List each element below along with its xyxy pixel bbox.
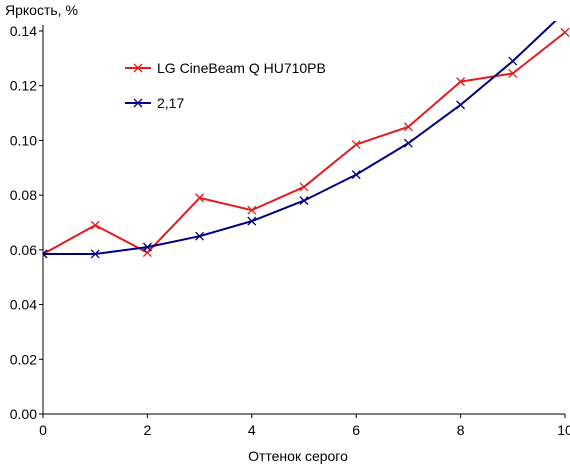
- y-tick-label: 0.06: [10, 242, 37, 258]
- y-tick-label: 0.04: [10, 297, 37, 313]
- data-point-series-2: [247, 216, 257, 226]
- data-point-series-1: [456, 77, 466, 87]
- y-tick-label: 0.08: [10, 187, 37, 203]
- x-tick-label: 2: [144, 422, 152, 438]
- data-point-series-2: [90, 249, 100, 259]
- legend-label-series-2: 2,17: [157, 95, 184, 111]
- data-point-series-2: [43, 249, 48, 259]
- data-point-series-1: [403, 122, 413, 132]
- x-tick-label: 8: [457, 422, 465, 438]
- x-ticks: 0 2 4 6 8 10: [39, 414, 570, 438]
- y-tick-label: 0.02: [10, 351, 37, 367]
- data-point-series-2: [142, 242, 152, 252]
- legend: LG CineBeam Q HU710PB 2,17: [125, 60, 326, 111]
- x-tick-label: 0: [39, 422, 47, 438]
- x-axis-title: Оттенок серого: [248, 448, 348, 464]
- data-point-series-1: [560, 27, 570, 37]
- series-group: [43, 8, 570, 259]
- y-tick-label: 0.00: [10, 406, 37, 422]
- data-point-series-1: [351, 140, 361, 149]
- legend-item-series-1: LG CineBeam Q HU710PB: [125, 60, 326, 76]
- data-point-series-2: [403, 138, 413, 148]
- legend-swatch-marker-series-1: [133, 63, 143, 73]
- x-tick-label: 4: [248, 422, 256, 438]
- data-point-series-2: [195, 231, 205, 241]
- axes: [42, 25, 565, 415]
- y-axis-title: Яркость, %: [5, 2, 78, 18]
- data-point-series-1: [247, 205, 257, 215]
- data-point-series-1: [195, 193, 205, 203]
- legend-item-series-2: 2,17: [125, 95, 184, 111]
- y-tick-label: 0.10: [10, 132, 37, 148]
- plot-area: [43, 8, 570, 259]
- y-tick-label: 0.14: [10, 23, 37, 39]
- x-tick-label: 6: [352, 422, 360, 438]
- y-tick-label: 0.12: [10, 78, 37, 94]
- legend-swatch-marker-series-2: [133, 98, 143, 108]
- data-point-series-2: [508, 56, 518, 66]
- data-point-series-1: [90, 220, 100, 230]
- data-point-series-2: [456, 100, 466, 110]
- data-point-series-2: [299, 196, 309, 206]
- data-point-series-1: [299, 182, 309, 192]
- series-line-2: [43, 21, 557, 255]
- data-point-series-2: [561, 8, 569, 16]
- legend-label-series-1: LG CineBeam Q HU710PB: [157, 60, 326, 76]
- data-point-series-2: [351, 170, 361, 180]
- x-tick-label: 10: [557, 422, 570, 438]
- y-ticks: 0.00 0.02 0.04 0.06 0.08 0.10 0.12 0.14: [10, 23, 43, 422]
- data-point-series-1: [508, 68, 518, 78]
